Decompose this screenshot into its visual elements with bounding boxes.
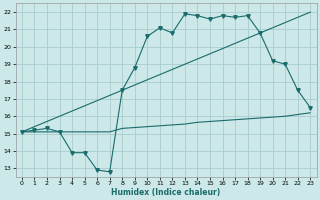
X-axis label: Humidex (Indice chaleur): Humidex (Indice chaleur) [111,188,221,197]
